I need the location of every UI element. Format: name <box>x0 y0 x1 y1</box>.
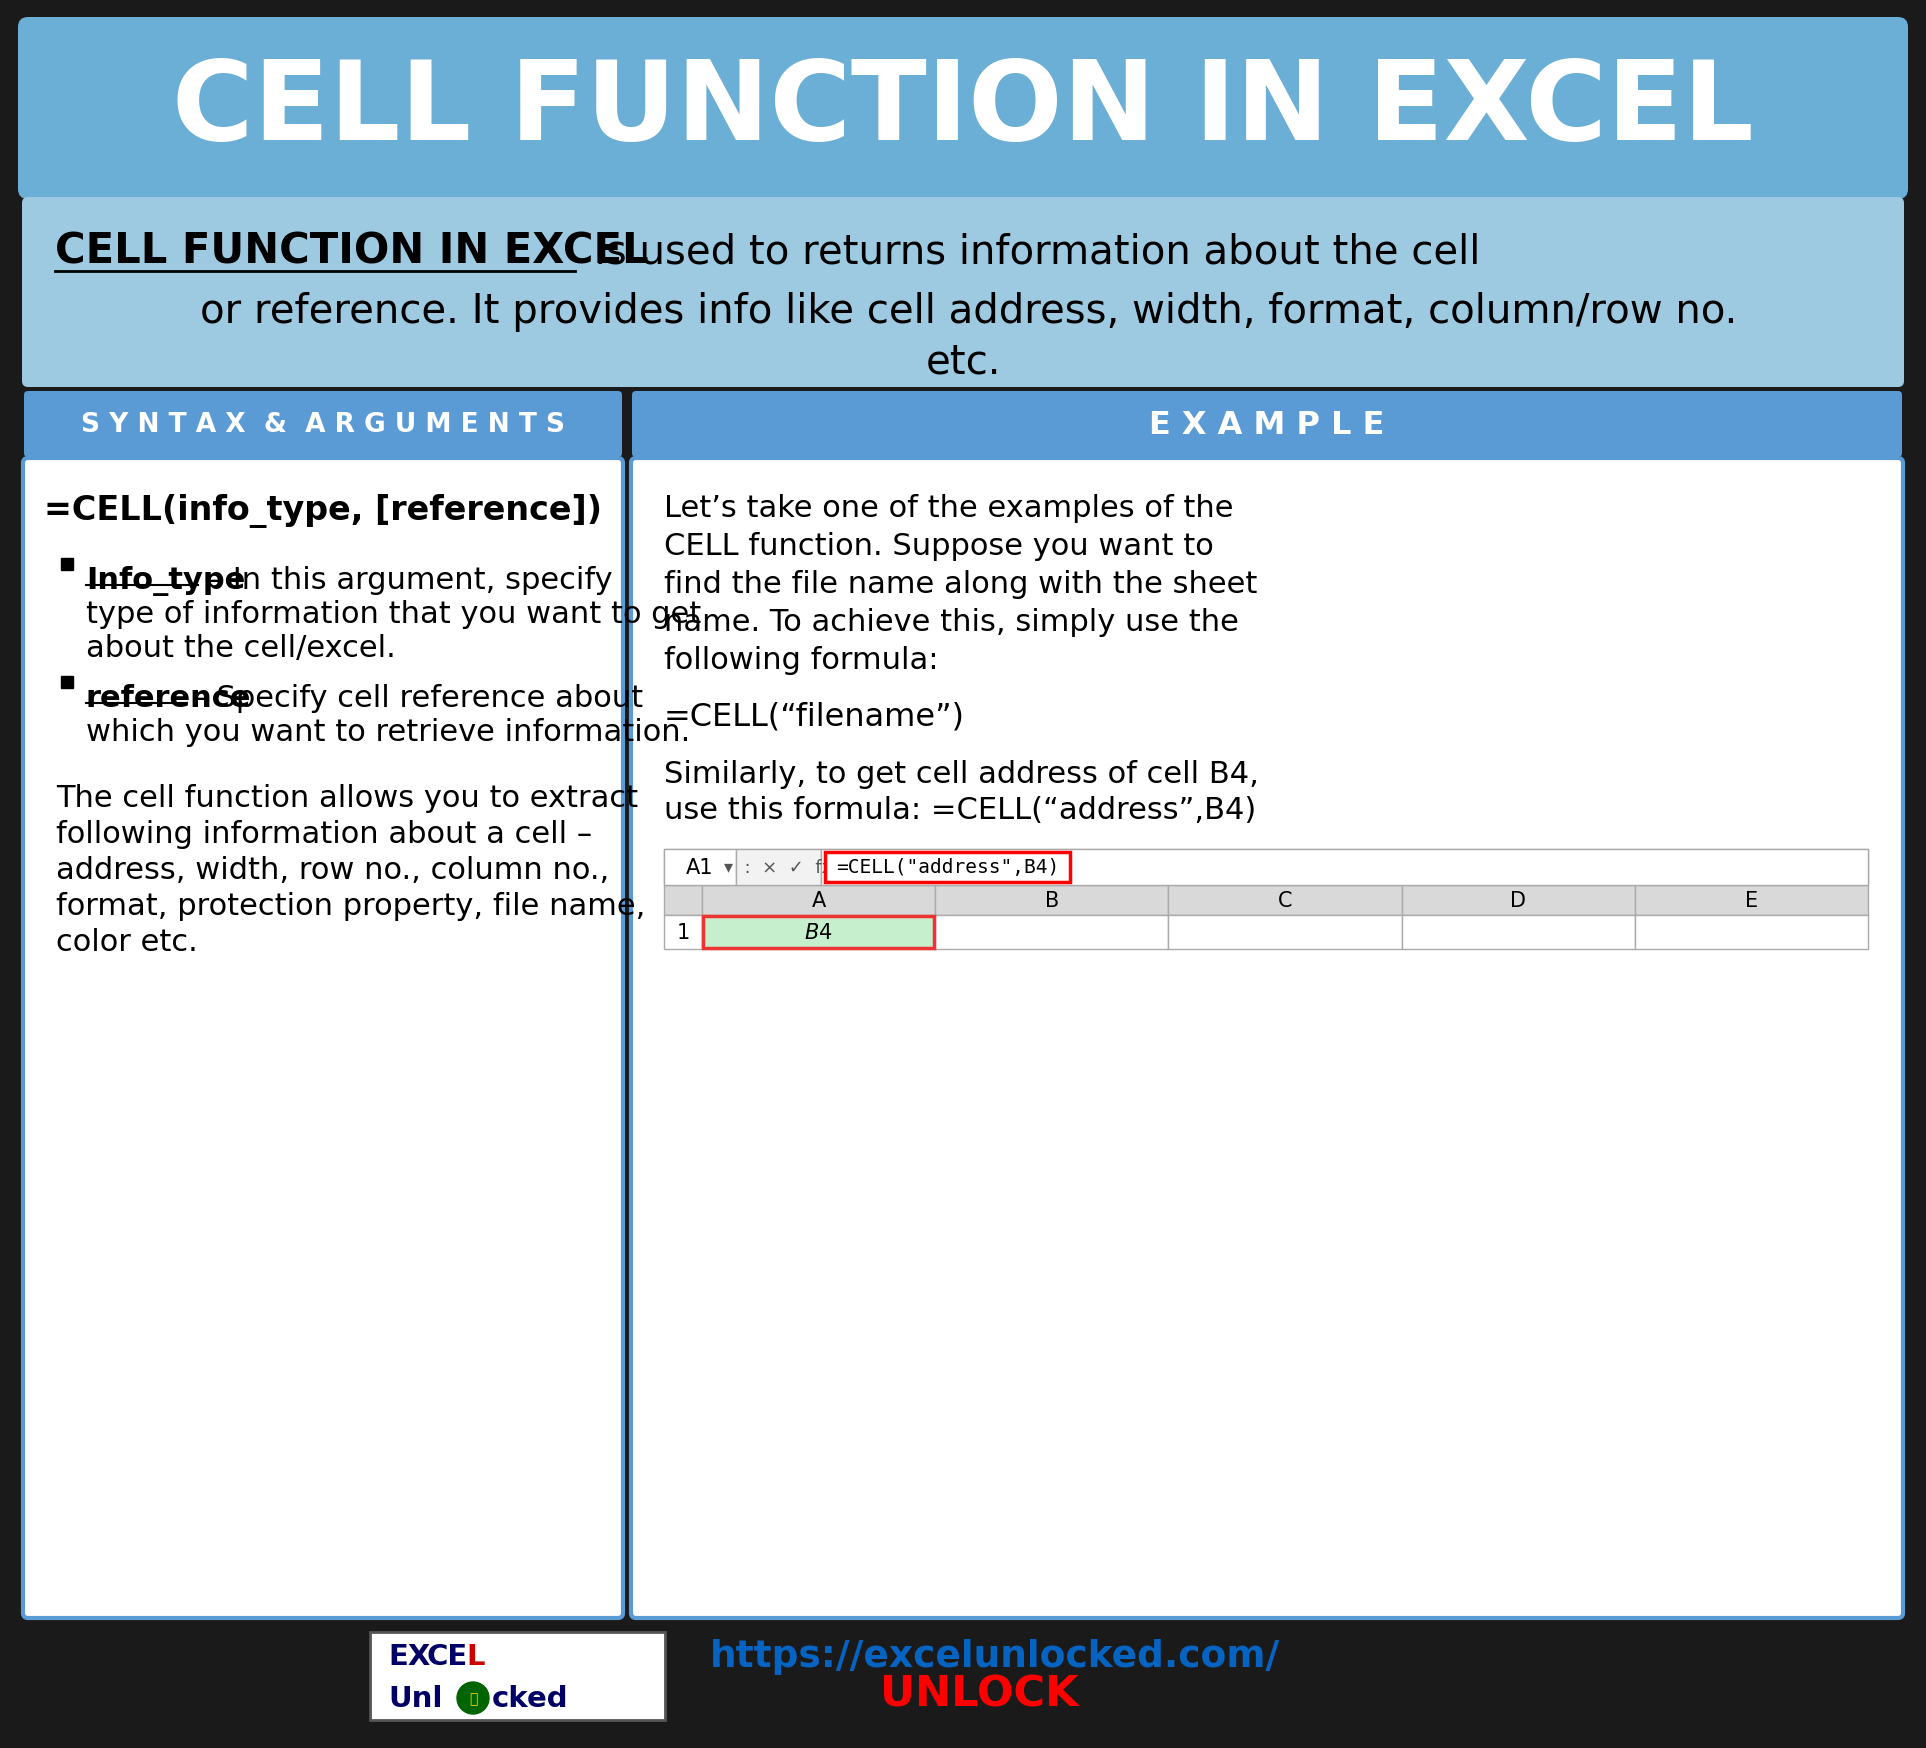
Text: L: L <box>466 1641 485 1669</box>
Bar <box>936 886 1169 916</box>
Text: – In this argument, specify: – In this argument, specify <box>198 566 612 594</box>
Bar <box>370 1633 664 1720</box>
Bar <box>936 916 1169 949</box>
Text: Unl: Unl <box>387 1683 443 1711</box>
Text: =CELL("address",B4): =CELL("address",B4) <box>836 858 1059 877</box>
Text: A: A <box>811 890 826 911</box>
Text: The cell function allows you to extract: The cell function allows you to extract <box>56 783 638 813</box>
Bar <box>1635 916 1868 949</box>
Text: about the cell/excel.: about the cell/excel. <box>87 633 395 662</box>
FancyBboxPatch shape <box>23 458 622 1619</box>
Text: CELL FUNCTION IN EXCEL: CELL FUNCTION IN EXCEL <box>171 56 1755 163</box>
Text: CE: CE <box>428 1641 468 1669</box>
Text: color etc.: color etc. <box>56 928 198 956</box>
Text: Similarly, to get cell address of cell B4,: Similarly, to get cell address of cell B… <box>664 760 1260 788</box>
FancyBboxPatch shape <box>23 392 622 458</box>
Text: D: D <box>1510 890 1525 911</box>
Text: cked: cked <box>491 1683 568 1711</box>
Text: S Y N T A X  &  A R G U M E N T S: S Y N T A X & A R G U M E N T S <box>81 413 564 437</box>
Text: Info_type: Info_type <box>87 566 245 596</box>
Bar <box>703 916 934 949</box>
Text: address, width, row no., column no.,: address, width, row no., column no., <box>56 855 609 884</box>
Circle shape <box>456 1682 489 1715</box>
Bar <box>1635 886 1868 916</box>
Text: =CELL(“filename”): =CELL(“filename”) <box>664 701 965 732</box>
Bar <box>62 559 73 570</box>
FancyBboxPatch shape <box>632 392 1903 458</box>
Text: - Specify cell reference about: - Specify cell reference about <box>187 683 643 713</box>
Text: E X A M P L E: E X A M P L E <box>1150 409 1385 440</box>
Bar <box>1169 886 1402 916</box>
Text: type of information that you want to get: type of information that you want to get <box>87 600 701 629</box>
Text: Let’s take one of the examples of the: Let’s take one of the examples of the <box>664 493 1233 523</box>
Text: 1: 1 <box>676 923 690 942</box>
FancyBboxPatch shape <box>824 853 1071 883</box>
Text: $B$4: $B$4 <box>805 923 832 942</box>
Bar <box>1169 916 1402 949</box>
Text: UNLOCK: UNLOCK <box>880 1673 1079 1715</box>
FancyBboxPatch shape <box>632 458 1903 1619</box>
FancyBboxPatch shape <box>17 17 1909 199</box>
Text: format, protection property, file name,: format, protection property, file name, <box>56 891 645 921</box>
Bar <box>1402 886 1635 916</box>
Text: is used to returns information about the cell: is used to returns information about the… <box>582 232 1481 273</box>
Text: find the file name along with the sheet: find the file name along with the sheet <box>664 570 1258 598</box>
Text: CELL FUNCTION IN EXCEL: CELL FUNCTION IN EXCEL <box>56 231 649 273</box>
Text: use this formula: =CELL(“address”,B4): use this formula: =CELL(“address”,B4) <box>664 795 1256 825</box>
Text: following information about a cell –: following information about a cell – <box>56 820 591 848</box>
Text: CELL function. Suppose you want to: CELL function. Suppose you want to <box>664 531 1213 561</box>
FancyBboxPatch shape <box>21 198 1905 388</box>
Bar <box>62 676 73 689</box>
Bar <box>701 916 936 949</box>
Bar <box>664 850 736 886</box>
Text: =CELL(info_type, [reference]): =CELL(info_type, [reference]) <box>44 493 603 528</box>
Bar <box>664 916 701 949</box>
Bar <box>664 886 701 916</box>
Bar <box>1402 916 1635 949</box>
Text: https://excelunlocked.com/: https://excelunlocked.com/ <box>711 1638 1281 1675</box>
Text: E: E <box>1745 890 1758 911</box>
Text: EX: EX <box>387 1641 429 1669</box>
Text: ⚿: ⚿ <box>468 1690 478 1704</box>
Bar <box>664 850 1868 886</box>
Text: C: C <box>1277 890 1292 911</box>
Text: ▾  :  ×  ✓  fx: ▾ : × ✓ fx <box>724 858 832 876</box>
Text: which you want to retrieve information.: which you want to retrieve information. <box>87 718 690 746</box>
Bar <box>736 850 820 886</box>
Text: name. To achieve this, simply use the: name. To achieve this, simply use the <box>664 608 1238 636</box>
Text: reference: reference <box>87 683 252 713</box>
Bar <box>820 850 1868 886</box>
Bar <box>701 886 936 916</box>
Text: following formula:: following formula: <box>664 645 938 675</box>
Text: A1: A1 <box>686 858 715 877</box>
Text: B: B <box>1044 890 1059 911</box>
Text: or reference. It provides info like cell address, width, format, column/row no.: or reference. It provides info like cell… <box>200 292 1737 332</box>
Text: etc.: etc. <box>924 343 1002 381</box>
